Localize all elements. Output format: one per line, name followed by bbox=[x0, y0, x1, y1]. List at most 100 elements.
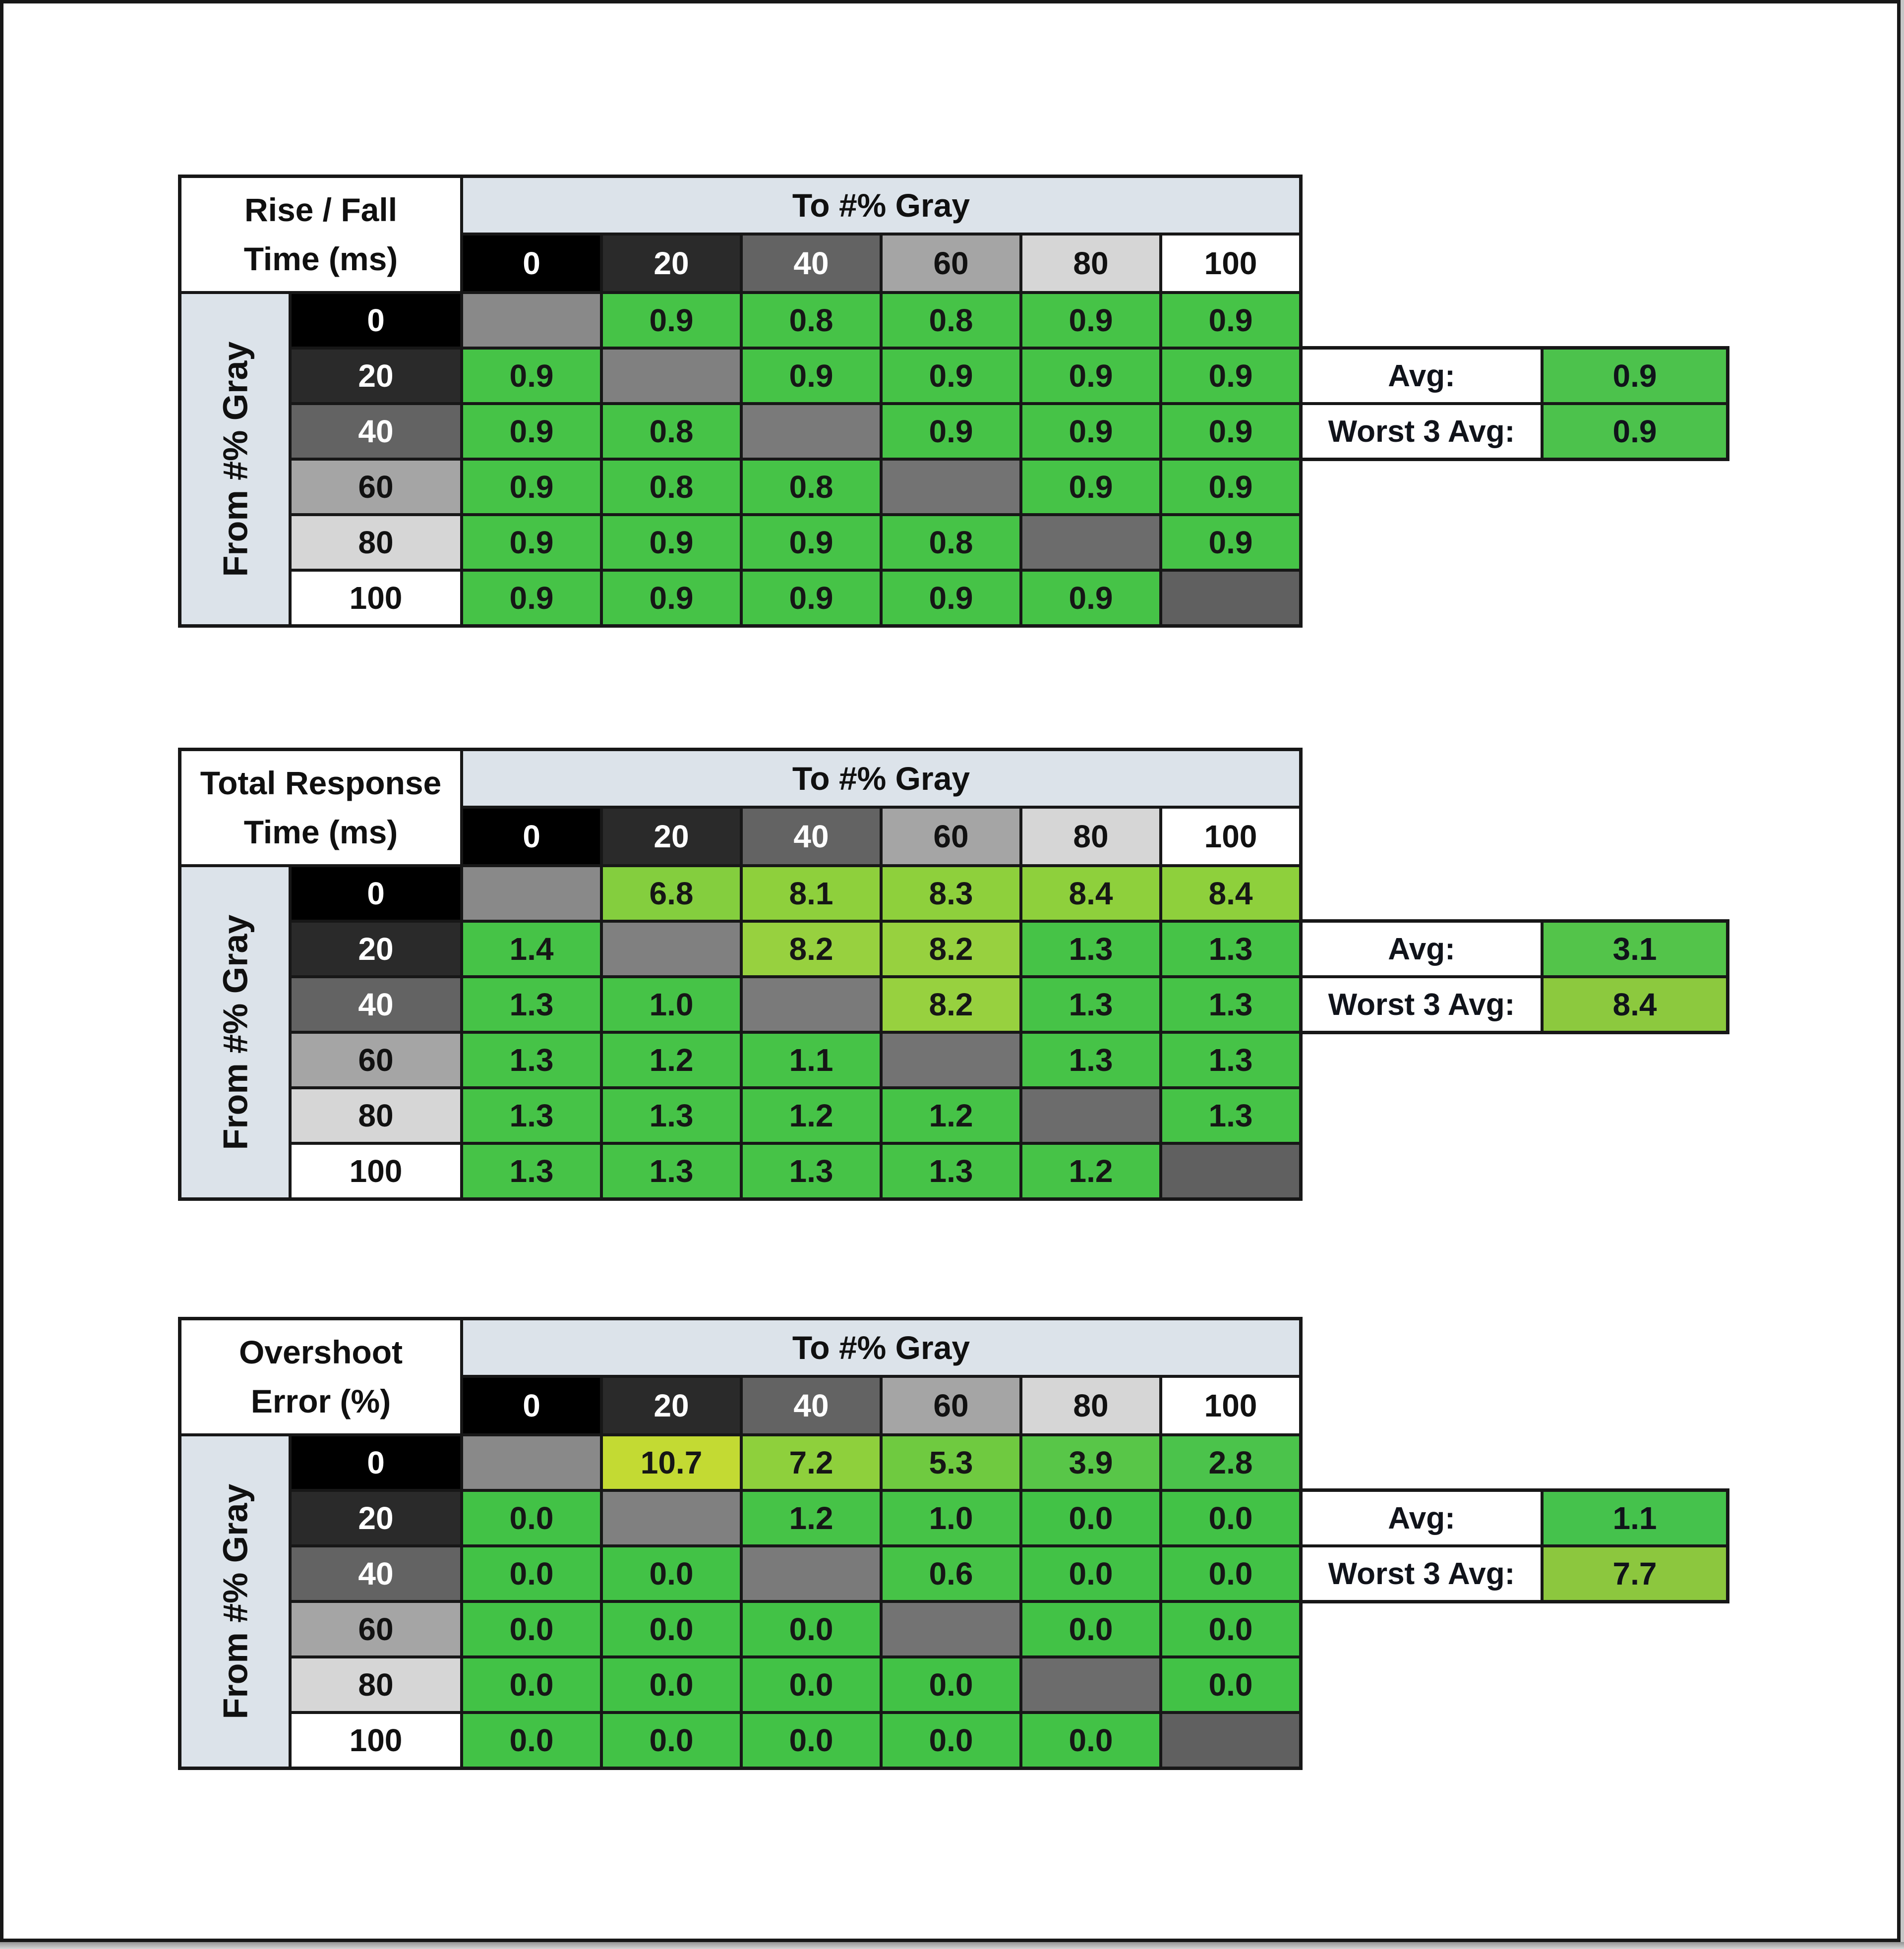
value-cell-from20-to60: 1.0 bbox=[883, 1492, 1019, 1544]
value-cell-from80-to40: 0.0 bbox=[743, 1658, 880, 1711]
rise-fall-time-table: Rise / Fall Time (ms) To #% Gray 0 20 40 60 80 1… bbox=[178, 175, 1755, 636]
value-cell-from40-to100: 1.3 bbox=[1162, 978, 1299, 1031]
avg-label: Avg: bbox=[1303, 350, 1541, 402]
value-cell-from20-to40: 8.2 bbox=[743, 923, 880, 975]
diagonal-cell bbox=[463, 1436, 600, 1489]
to-gray-axis-label: To #% Gray bbox=[463, 1320, 1299, 1375]
diagonal-cell bbox=[463, 867, 600, 920]
value-cell-from0-to40: 8.1 bbox=[743, 867, 880, 920]
value-cell-from40-to0: 0.9 bbox=[463, 405, 600, 458]
window-edge-strip bbox=[0, 1942, 1904, 1949]
row-header-20: 20 bbox=[292, 350, 460, 402]
value-cell-from20-to60: 8.2 bbox=[883, 923, 1019, 975]
row-header-0: 0 bbox=[292, 294, 460, 347]
worst3-avg-label: Worst 3 Avg: bbox=[1303, 1547, 1541, 1600]
value-cell-from0-to80: 0.9 bbox=[1022, 294, 1159, 347]
avg-label: Avg: bbox=[1303, 1492, 1541, 1544]
row-header-60: 60 bbox=[292, 461, 460, 513]
value-cell-from0-to20: 10.7 bbox=[603, 1436, 740, 1489]
row-header-100: 100 bbox=[292, 1145, 460, 1197]
value-cell-from100-to60: 1.3 bbox=[883, 1145, 1019, 1197]
rise-fall-time-matrix: Rise / Fall Time (ms) To #% Gray 0 20 40 60 80 1… bbox=[178, 175, 1303, 628]
value-cell-from80-to100: 1.3 bbox=[1162, 1089, 1299, 1142]
value-cell-from80-to20: 0.9 bbox=[603, 516, 740, 569]
row-header-60: 60 bbox=[292, 1603, 460, 1655]
col-header-80: 80 bbox=[1022, 809, 1159, 864]
value-cell-from80-to20: 0.0 bbox=[603, 1658, 740, 1711]
table-title-line1: Total Response bbox=[200, 765, 442, 801]
diagonal-cell bbox=[743, 978, 880, 1031]
from-gray-axis-label: From #% Gray bbox=[181, 867, 289, 1197]
value-cell-from20-to100: 0.0 bbox=[1162, 1492, 1299, 1544]
diagonal-cell bbox=[743, 1547, 880, 1600]
value-cell-from20-to40: 0.9 bbox=[743, 350, 880, 402]
col-header-60: 60 bbox=[883, 1378, 1019, 1433]
value-cell-from40-to80: 0.0 bbox=[1022, 1547, 1159, 1600]
rise-fall-time-summary: Avg: 0.9 Worst 3 Avg: 0.9 bbox=[1299, 346, 1729, 461]
row-header-40: 40 bbox=[292, 978, 460, 1031]
value-cell-from100-to0: 1.3 bbox=[463, 1145, 600, 1197]
from-gray-axis-text: From #% Gray bbox=[216, 914, 254, 1150]
row-header-0: 0 bbox=[292, 1436, 460, 1489]
value-cell-from60-to100: 0.9 bbox=[1162, 461, 1299, 513]
avg-value: 0.9 bbox=[1544, 350, 1726, 402]
row-header-20: 20 bbox=[292, 923, 460, 975]
diagonal-cell bbox=[883, 1034, 1019, 1086]
value-cell-from40-to60: 0.9 bbox=[883, 405, 1019, 458]
row-header-20: 20 bbox=[292, 1492, 460, 1544]
value-cell-from100-to60: 0.9 bbox=[883, 572, 1019, 624]
overshoot-error-table: Overshoot Error (%) To #% Gray 0 20 40 60 80 100… bbox=[178, 1317, 1755, 1778]
diagonal-cell bbox=[463, 294, 600, 347]
from-gray-axis-text: From #% Gray bbox=[216, 341, 254, 577]
value-cell-from100-to20: 0.9 bbox=[603, 572, 740, 624]
value-cell-from80-to100: 0.9 bbox=[1162, 516, 1299, 569]
value-cell-from100-to40: 0.9 bbox=[743, 572, 880, 624]
from-gray-axis-label: From #% Gray bbox=[181, 1436, 289, 1767]
diagonal-cell bbox=[1162, 1145, 1299, 1197]
value-cell-from20-to40: 1.2 bbox=[743, 1492, 880, 1544]
table-title: Rise / Fall Time (ms) bbox=[181, 178, 460, 291]
value-cell-from20-to80: 0.0 bbox=[1022, 1492, 1159, 1544]
diagonal-cell bbox=[883, 461, 1019, 513]
value-cell-from80-to40: 0.9 bbox=[743, 516, 880, 569]
col-header-80: 80 bbox=[1022, 1378, 1159, 1433]
total-response-time-table: Total Response Time (ms) To #% Gray 0 20 40 60… bbox=[178, 748, 1755, 1209]
diagonal-cell bbox=[1022, 1089, 1159, 1142]
to-gray-axis-label: To #% Gray bbox=[463, 178, 1299, 233]
value-cell-from0-to40: 7.2 bbox=[743, 1436, 880, 1489]
row-header-40: 40 bbox=[292, 1547, 460, 1600]
avg-label: Avg: bbox=[1303, 923, 1541, 975]
col-header-40: 40 bbox=[743, 236, 880, 291]
value-cell-from20-to0: 0.0 bbox=[463, 1492, 600, 1544]
value-cell-from20-to0: 1.4 bbox=[463, 923, 600, 975]
value-cell-from40-to80: 1.3 bbox=[1022, 978, 1159, 1031]
value-cell-from60-to0: 0.9 bbox=[463, 461, 600, 513]
total-response-time-summary: Avg: 3.1 Worst 3 Avg: 8.4 bbox=[1299, 919, 1729, 1034]
worst3-avg-value: 7.7 bbox=[1544, 1547, 1726, 1600]
value-cell-from80-to60: 1.2 bbox=[883, 1089, 1019, 1142]
row-header-0: 0 bbox=[292, 867, 460, 920]
value-cell-from60-to0: 1.3 bbox=[463, 1034, 600, 1086]
value-cell-from60-to20: 0.0 bbox=[603, 1603, 740, 1655]
col-header-20: 20 bbox=[603, 809, 740, 864]
value-cell-from40-to80: 0.9 bbox=[1022, 405, 1159, 458]
value-cell-from100-to80: 0.0 bbox=[1022, 1714, 1159, 1767]
col-header-20: 20 bbox=[603, 236, 740, 291]
value-cell-from0-to20: 6.8 bbox=[603, 867, 740, 920]
value-cell-from80-to100: 0.0 bbox=[1162, 1658, 1299, 1711]
row-header-60: 60 bbox=[292, 1034, 460, 1086]
diagonal-cell bbox=[1022, 1658, 1159, 1711]
value-cell-from60-to40: 0.8 bbox=[743, 461, 880, 513]
value-cell-from100-to40: 0.0 bbox=[743, 1714, 880, 1767]
value-cell-from40-to20: 0.8 bbox=[603, 405, 740, 458]
value-cell-from60-to40: 0.0 bbox=[743, 1603, 880, 1655]
value-cell-from80-to0: 1.3 bbox=[463, 1089, 600, 1142]
value-cell-from60-to80: 1.3 bbox=[1022, 1034, 1159, 1086]
col-header-100: 100 bbox=[1162, 236, 1299, 291]
table-title-line1: Rise / Fall bbox=[244, 191, 398, 228]
value-cell-from20-to100: 1.3 bbox=[1162, 923, 1299, 975]
col-header-40: 40 bbox=[743, 1378, 880, 1433]
row-header-100: 100 bbox=[292, 572, 460, 624]
value-cell-from20-to0: 0.9 bbox=[463, 350, 600, 402]
